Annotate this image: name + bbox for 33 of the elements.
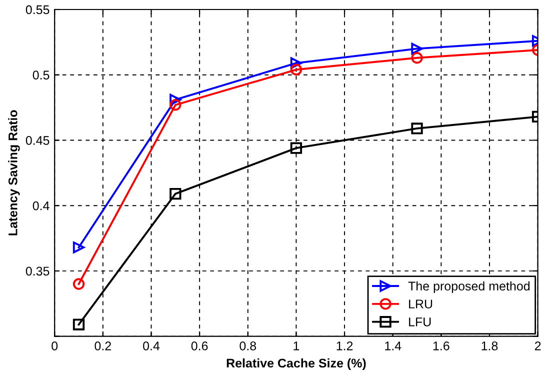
point xyxy=(170,99,182,111)
point xyxy=(170,188,182,200)
x-tick-label: 1 xyxy=(294,342,300,350)
legend-label: LFU xyxy=(409,318,431,326)
x-tick-label: 2 xyxy=(534,341,541,350)
x-tick-label: 1.8 xyxy=(482,341,498,350)
point xyxy=(170,94,182,106)
legend-label: LRU xyxy=(409,300,432,308)
y-tick-label: 0.4 xyxy=(32,201,50,210)
x-tick-label: 0 xyxy=(52,341,58,350)
x-tick-label: 0.8 xyxy=(240,341,256,350)
x-tick-label: 0.2 xyxy=(94,341,111,350)
x-tick-label: 0.6 xyxy=(191,341,208,350)
point xyxy=(72,242,85,254)
y-axis-title: Latency Saving Ratio xyxy=(8,110,20,236)
point xyxy=(411,122,423,134)
x-tick-label: 0.4 xyxy=(143,341,160,350)
x-tick-label: 1.6 xyxy=(433,341,450,350)
legend-label: The proposed method xyxy=(408,281,530,293)
point xyxy=(72,318,85,330)
point xyxy=(411,42,423,55)
y-tick-label: 0.5 xyxy=(32,70,50,80)
point xyxy=(411,52,423,64)
x-tick-label: 1.4 xyxy=(385,342,402,350)
x-axis-title: Relative Cache Size (%) xyxy=(226,358,366,370)
point xyxy=(290,142,302,154)
point xyxy=(72,278,85,290)
y-tick-label: 0.35 xyxy=(26,266,50,276)
point xyxy=(290,64,302,76)
point xyxy=(290,57,302,69)
x-tick-label: 1.2 xyxy=(336,341,353,350)
y-tick-label: 0.55 xyxy=(26,5,50,14)
y-tick-label: 0.45 xyxy=(26,136,50,145)
